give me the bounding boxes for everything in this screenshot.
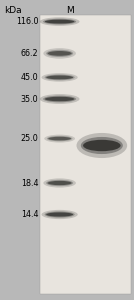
Text: 66.2: 66.2 <box>21 49 38 58</box>
Ellipse shape <box>45 74 75 80</box>
Ellipse shape <box>81 137 123 154</box>
Ellipse shape <box>46 76 73 80</box>
Ellipse shape <box>46 180 73 186</box>
Text: 45.0: 45.0 <box>21 73 38 82</box>
Text: 14.4: 14.4 <box>21 210 38 219</box>
Ellipse shape <box>43 19 76 25</box>
Ellipse shape <box>48 181 72 185</box>
Ellipse shape <box>77 133 127 158</box>
Text: 35.0: 35.0 <box>21 94 38 103</box>
Ellipse shape <box>46 212 73 217</box>
Ellipse shape <box>48 137 71 140</box>
Text: kDa: kDa <box>5 6 22 15</box>
FancyBboxPatch shape <box>40 15 131 294</box>
Ellipse shape <box>47 136 72 141</box>
Ellipse shape <box>42 210 78 219</box>
Ellipse shape <box>40 94 80 104</box>
Text: 25.0: 25.0 <box>21 134 38 143</box>
Ellipse shape <box>45 20 74 23</box>
Ellipse shape <box>42 73 78 82</box>
Ellipse shape <box>43 178 76 188</box>
Ellipse shape <box>83 140 121 151</box>
Ellipse shape <box>48 51 72 56</box>
Ellipse shape <box>45 97 74 101</box>
Ellipse shape <box>40 17 80 26</box>
Text: 116.0: 116.0 <box>16 17 38 26</box>
Text: M: M <box>66 6 74 15</box>
Ellipse shape <box>45 211 75 218</box>
Ellipse shape <box>43 96 76 102</box>
Ellipse shape <box>43 48 76 59</box>
Ellipse shape <box>46 50 73 57</box>
Text: 18.4: 18.4 <box>21 178 38 188</box>
Ellipse shape <box>44 135 75 142</box>
